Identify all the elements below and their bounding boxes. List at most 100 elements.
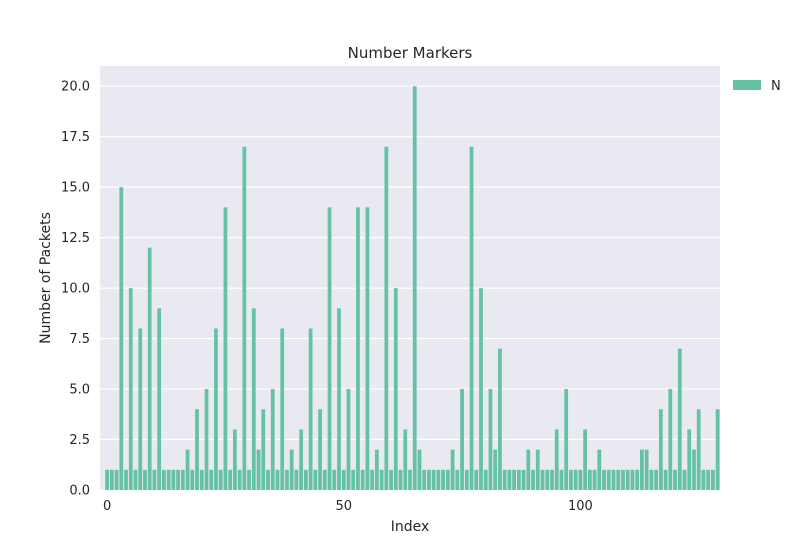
bar (507, 469, 512, 490)
bar (266, 469, 270, 490)
bar (374, 449, 379, 490)
bar (535, 449, 540, 490)
bar (346, 389, 351, 490)
bar (251, 308, 256, 490)
bar (412, 86, 417, 490)
bar (578, 469, 583, 490)
bar (682, 469, 687, 490)
bar (701, 469, 706, 490)
bar (214, 328, 218, 490)
bar (540, 469, 545, 490)
bar (427, 469, 431, 490)
bar (228, 469, 233, 490)
bar (261, 409, 266, 490)
bar (313, 469, 318, 490)
bar (658, 409, 663, 490)
legend: N (733, 79, 781, 94)
bar (143, 469, 147, 490)
bar (640, 449, 644, 490)
bar (360, 469, 365, 490)
bar (237, 469, 242, 490)
bar (602, 469, 606, 490)
bar (408, 469, 412, 490)
bar (162, 469, 166, 490)
bar (559, 469, 564, 490)
bar (105, 469, 109, 490)
bar (308, 328, 313, 490)
bar (692, 449, 696, 490)
bar (294, 469, 299, 490)
bar (696, 409, 701, 490)
bar (592, 469, 597, 490)
bar (171, 469, 176, 490)
bar (649, 469, 654, 490)
bar (635, 469, 640, 490)
bar (384, 146, 389, 490)
bar (663, 469, 668, 490)
bar (242, 146, 247, 490)
bar (550, 469, 554, 490)
bar (564, 389, 569, 490)
bar (445, 469, 450, 490)
bar (587, 469, 592, 490)
bars (105, 86, 720, 490)
bar (630, 469, 635, 490)
bar (119, 187, 124, 490)
bar (483, 469, 488, 490)
bar (223, 207, 228, 490)
x-tick-labels: 0 50 100 (103, 499, 593, 514)
bar (270, 389, 275, 490)
chart-title: Number Markers (348, 44, 473, 62)
bar (441, 469, 446, 490)
bar (455, 469, 460, 490)
y-tick-label: 5.0 (69, 383, 90, 398)
x-tick-label: 50 (335, 499, 352, 514)
legend-swatch (733, 80, 761, 90)
gridlines (100, 85, 720, 491)
y-tick-label: 10.0 (61, 282, 90, 297)
bar (687, 429, 692, 490)
x-axis-label: Index (391, 519, 430, 535)
y-tick-label: 2.5 (69, 433, 90, 448)
legend-label: N (771, 79, 781, 94)
bar (109, 469, 114, 490)
bar (625, 469, 630, 490)
bar (531, 469, 535, 490)
y-tick-label: 15.0 (61, 181, 90, 196)
bar (318, 409, 322, 490)
bar (389, 469, 393, 490)
bar (327, 207, 332, 490)
bar (138, 328, 143, 490)
bar (133, 469, 138, 490)
bar (398, 469, 403, 490)
bar (706, 469, 711, 490)
plot-background (100, 66, 720, 490)
bar (341, 469, 346, 490)
bar (289, 449, 294, 490)
y-tick-label: 17.5 (61, 130, 90, 145)
x-tick-label: 100 (568, 499, 593, 514)
bar (285, 469, 289, 490)
bar (488, 389, 493, 490)
bar (545, 469, 550, 490)
bar (644, 449, 649, 490)
bar (322, 469, 327, 490)
bar (166, 469, 171, 490)
bar (147, 247, 152, 490)
y-tick-label: 7.5 (69, 332, 90, 347)
bar (469, 146, 474, 490)
bar (218, 469, 223, 490)
bar (606, 469, 611, 490)
bar (128, 288, 133, 490)
bar (436, 469, 441, 490)
bar (185, 449, 190, 490)
bar (573, 469, 578, 490)
bar (190, 469, 195, 490)
bar (621, 469, 625, 490)
bar (176, 469, 180, 490)
bar (715, 409, 720, 490)
bar (654, 469, 658, 490)
bar (450, 449, 455, 490)
bar (673, 469, 677, 490)
